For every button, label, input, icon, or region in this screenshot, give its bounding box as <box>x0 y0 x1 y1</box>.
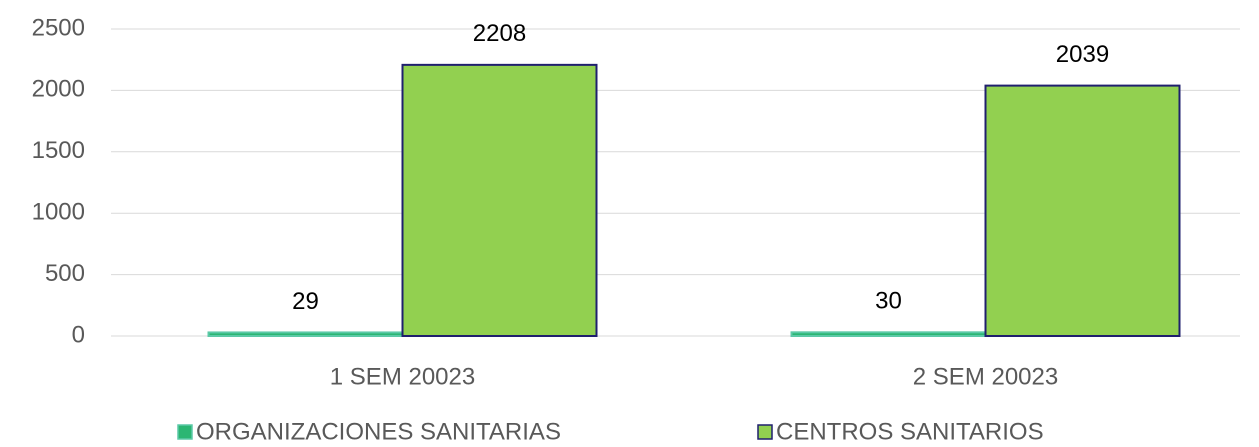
x-tick-label: 2 SEM 20023 <box>913 363 1058 390</box>
bar <box>792 332 986 336</box>
data-label: 29 <box>292 288 319 315</box>
y-tick-label: 1500 <box>32 137 85 164</box>
legend-swatch <box>178 425 192 439</box>
y-tick-label: 1000 <box>32 199 85 226</box>
data-label: 30 <box>875 288 902 315</box>
legend-swatch <box>758 425 772 439</box>
chart: 0 500 1000 1500 2000 2500 1 SEM 20023 29 2208 2 S… <box>0 0 1259 447</box>
y-tick-label: 2000 <box>32 76 85 103</box>
bar <box>403 65 597 336</box>
legend-label: ORGANIZACIONES SANITARIAS <box>196 418 561 445</box>
bar <box>209 332 403 336</box>
y-tick-label: 2500 <box>32 14 85 41</box>
legend-label: CENTROS SANITARIOS <box>776 418 1044 445</box>
data-label: 2208 <box>473 20 526 47</box>
data-label: 2039 <box>1056 41 1109 68</box>
page: 0 500 1000 1500 2000 2500 1 SEM 20023 29 2208 2 S… <box>0 0 1259 447</box>
y-tick-label: 500 <box>45 260 85 287</box>
y-tick-label: 0 <box>72 321 85 348</box>
bar <box>986 86 1180 336</box>
x-tick-label: 1 SEM 20023 <box>330 363 475 390</box>
